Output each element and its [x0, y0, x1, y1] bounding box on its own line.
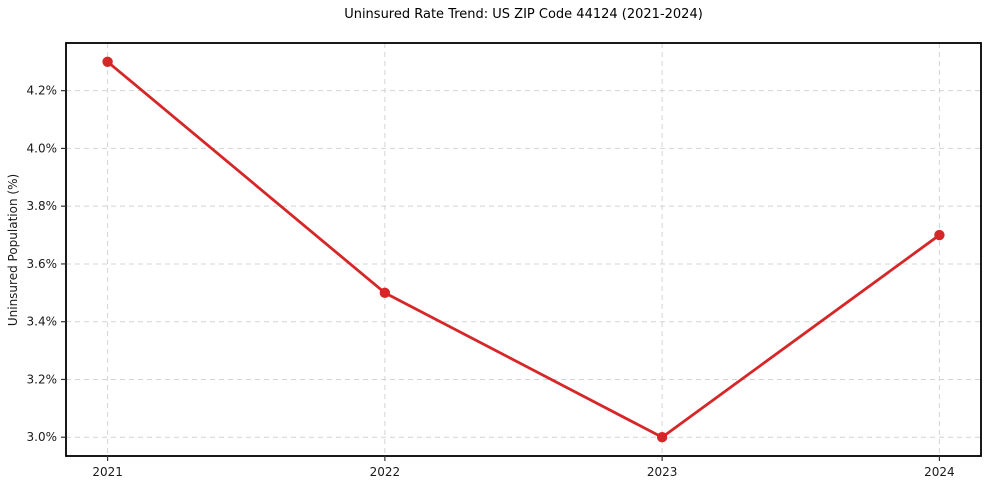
y-tick-label: 4.0%	[27, 141, 58, 155]
trend-line	[106, 60, 941, 439]
data-point-marker	[934, 229, 945, 241]
x-tick-label: 2021	[92, 465, 123, 479]
x-tick-label: 2024	[924, 465, 955, 479]
y-tick-label: 4.2%	[27, 84, 58, 98]
y-tick-label: 3.0%	[27, 430, 58, 444]
data-point-marker	[379, 287, 391, 299]
chart-title: Uninsured Rate Trend: US ZIP Code 44124 …	[344, 7, 703, 22]
y-tick-label: 3.6%	[27, 257, 58, 271]
x-tick-label: 2022	[370, 465, 401, 479]
axes-frame	[65, 42, 982, 457]
y-tick-label: 3.8%	[27, 199, 58, 213]
x-tick-label: 2023	[647, 465, 678, 479]
y-tick-label: 3.2%	[27, 372, 58, 386]
y-tick-label: 3.4%	[27, 315, 58, 329]
data-point-marker	[102, 56, 113, 67]
data-point-marker	[656, 432, 668, 443]
